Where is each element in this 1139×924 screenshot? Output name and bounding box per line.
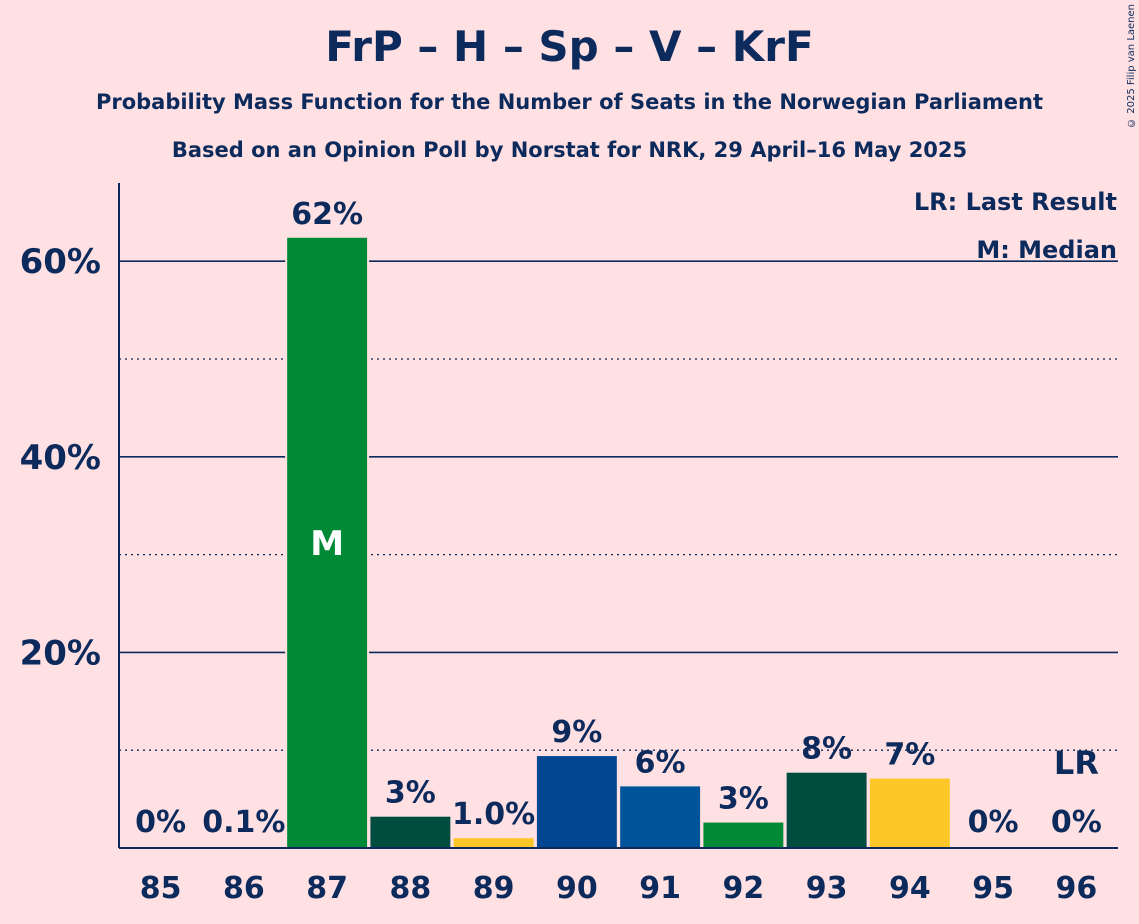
bar-value-label: 3% [385, 776, 436, 811]
x-tick-label: 87 [306, 871, 348, 906]
axis-layer: 20% 40% 60% 85 86 87 88 89 90 91 92 93 94 95 96 [20, 183, 1118, 906]
bar-value-label: 0.1% [202, 805, 285, 840]
bar-value-label: 9% [551, 715, 602, 750]
legend-last-result: LR: Last Result [914, 188, 1117, 216]
y-tick-label: 60% [20, 242, 101, 282]
x-tick-label: 89 [473, 871, 515, 906]
median-marker: M [310, 524, 344, 564]
x-tick-label: 92 [723, 871, 765, 906]
chart-title: FrP – H – Sp – V – KrF [325, 22, 814, 71]
bar-value-label: 62% [291, 197, 363, 232]
bar-seat-90 [536, 756, 617, 848]
chart-subtitle-source: Based on an Opinion Poll by Norstat for … [171, 138, 968, 162]
x-tick-label: 88 [390, 871, 432, 906]
bar-seat-94 [869, 778, 950, 848]
x-tick-label: 95 [972, 871, 1014, 906]
x-tick-label: 86 [223, 871, 265, 906]
bar-value-label: 1.0% [452, 797, 535, 832]
bar-value-label: 7% [884, 738, 935, 773]
grid-layer [119, 260, 1118, 751]
bar-value-label: 0% [1051, 805, 1102, 840]
y-tick-label: 20% [20, 633, 101, 673]
legend: LR: Last Result M: Median [914, 188, 1117, 264]
bar-value-label: 0% [135, 805, 186, 840]
x-tick-label: 91 [639, 871, 681, 906]
bar-value-label: 8% [801, 732, 852, 767]
bar-backdrop [201, 845, 286, 848]
bar-value-label: 0% [968, 805, 1019, 840]
x-tick-label: 90 [556, 871, 598, 906]
bar-seat-93 [786, 772, 867, 848]
bar-value-label: 3% [718, 782, 769, 817]
bar-seat-87 [287, 237, 368, 848]
y-tick-label: 40% [20, 438, 101, 478]
x-tick-label: 93 [806, 871, 848, 906]
x-tick-label: 85 [140, 871, 182, 906]
bar-seat-91 [620, 786, 701, 848]
bar-value-label: 6% [635, 745, 686, 780]
chart-subtitle: Probability Mass Function for the Number… [95, 90, 1044, 114]
legend-median: M: Median [976, 236, 1117, 264]
bars-layer: 0% 0.1% 62% M 3% 1.0% 9% 6% 3% 8% 7% 0% 0% LR [135, 197, 1102, 848]
bar-seat-92 [703, 822, 784, 848]
x-tick-label: 94 [889, 871, 931, 906]
bar-seat-89 [453, 838, 534, 848]
last-result-marker: LR [1054, 744, 1099, 782]
bar-seat-88 [370, 816, 451, 848]
x-tick-label: 96 [1056, 871, 1098, 906]
